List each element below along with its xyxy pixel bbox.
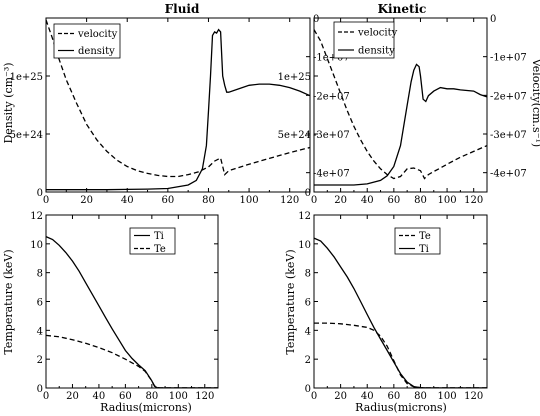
x-tick-label: 0	[311, 195, 317, 206]
x-tick-label: 120	[195, 391, 214, 402]
y-axis-label: Density (cm⁻³)	[2, 62, 15, 143]
y2-tick-label: -4e+07	[313, 169, 350, 180]
x-tick-label: 120	[464, 195, 483, 206]
x-tick-label: 60	[387, 391, 400, 402]
y-tick-label: 5e+24	[278, 130, 311, 141]
y2-tick-label: -2e+07	[490, 91, 527, 102]
x-axis-label: Radius(microns)	[355, 401, 447, 414]
series-line-ti	[45, 236, 218, 389]
y-tick-label: 2	[37, 355, 43, 366]
x-tick-label: 100	[438, 391, 457, 402]
series-line-velocity	[313, 29, 488, 180]
x-tick-label: 20	[334, 195, 347, 206]
y-axis-label: Temperature (keV)	[2, 249, 15, 354]
x-tick-label: 20	[334, 391, 347, 402]
x-tick-label: 40	[121, 195, 134, 206]
legend-entry: Ti	[419, 244, 429, 255]
x-tick-label: 40	[361, 195, 374, 206]
series-line-ti	[313, 237, 487, 389]
x-tick-label: 80	[145, 391, 158, 402]
x-tick-label: 100	[240, 195, 259, 206]
x-tick-label: 100	[169, 391, 188, 402]
y-tick-label: 2	[305, 355, 311, 366]
panel-title: Kinetic	[378, 2, 427, 16]
legend-entry: velocity	[77, 29, 118, 40]
x-tick-label: 20	[66, 391, 79, 402]
y2-tick-label: 0	[313, 14, 319, 25]
panel-kinetic-density-velocity: Kinetic Velocity(cm.s⁻¹) 0 20 40 60 80 100 120…	[278, 2, 540, 206]
y-tick-label: 10	[298, 240, 311, 251]
legend-entry: Ti	[154, 231, 164, 242]
y-tick-label: 10	[30, 240, 43, 251]
legend-entry: density	[358, 46, 395, 57]
x-tick-label: 80	[202, 195, 215, 206]
plot-frame	[45, 17, 311, 193]
y-axis-label: Temperature (keV)	[284, 249, 297, 354]
y-tick-label: 0	[37, 188, 43, 199]
y2-tick-label: -1e+07	[313, 53, 350, 64]
panel-title: Fluid	[165, 2, 200, 16]
y2-tick-label: -2e+07	[313, 91, 350, 102]
x-tick-label: 0	[43, 195, 49, 206]
legend-box	[333, 21, 395, 59]
x-tick-label: 40	[93, 391, 106, 402]
y-tick-label: 5e+24	[10, 130, 43, 141]
x-tick-label: 40	[361, 391, 374, 402]
x-tick-label: 20	[80, 195, 93, 206]
y2-tick-label: -3e+07	[490, 130, 527, 141]
series-line-density	[46, 28, 311, 191]
y2-tick-label: -1e+07	[490, 53, 527, 64]
y-tick-label: 1e+25	[10, 72, 43, 83]
y2-tick-label: 0	[490, 14, 496, 25]
panel-fluid-density-velocity: Fluid Density (cm⁻³) 0 20 40 60 80 100 120 0 5e+…	[2, 2, 350, 206]
legend-box	[129, 227, 176, 255]
x-tick-label: 60	[161, 195, 174, 206]
y-tick-label: 0	[37, 384, 43, 395]
legend-entry: Te	[419, 231, 431, 242]
y-tick-label: 4	[37, 326, 43, 337]
legend-entry: velocity	[357, 28, 398, 39]
y-tick-label: 6	[37, 298, 43, 309]
y2-axis-label: Velocity(cm.s⁻¹)	[530, 58, 540, 147]
legend-box	[53, 23, 121, 59]
y-tick-label: 8	[37, 269, 43, 280]
series-line-density	[314, 63, 488, 186]
y-tick-label: 6	[305, 298, 311, 309]
x-tick-label: 80	[414, 195, 427, 206]
legend-box	[394, 227, 441, 255]
y-tick-label: 4	[305, 326, 311, 337]
x-tick-label: 60	[387, 195, 400, 206]
x-tick-label: 120	[280, 195, 299, 206]
y-tick-label: 0	[305, 188, 311, 199]
y-tick-label: 8	[305, 269, 311, 280]
y2-tick-label: -4e+07	[490, 169, 527, 180]
series-line-te	[45, 334, 218, 389]
x-axis-label: Radius(microns)	[100, 401, 192, 414]
panel-fluid-temperature: Temperature (keV) Radius(microns) 0 20 40 6…	[2, 211, 219, 414]
y2-tick-label: -3e+07	[313, 130, 350, 141]
y-tick-label: 0	[305, 384, 311, 395]
y-tick-label: 12	[30, 211, 43, 222]
x-tick-label: 60	[119, 391, 132, 402]
x-tick-label: 100	[438, 195, 457, 206]
panel-kinetic-temperature: Temperature (keV) Radius(microns) 0 20 40 6…	[284, 211, 488, 414]
x-tick-label: 0	[43, 391, 49, 402]
x-tick-label: 120	[464, 391, 483, 402]
legend-entry: density	[78, 46, 115, 57]
plot-frame	[313, 17, 488, 193]
y-tick-label: 1e+25	[278, 72, 311, 83]
y-tick-label: 12	[298, 211, 311, 222]
series-line-velocity	[45, 19, 311, 178]
legend-entry: Te	[154, 244, 166, 255]
x-tick-label: 0	[311, 391, 317, 402]
series-line-te	[314, 322, 487, 389]
x-tick-label: 80	[414, 391, 427, 402]
